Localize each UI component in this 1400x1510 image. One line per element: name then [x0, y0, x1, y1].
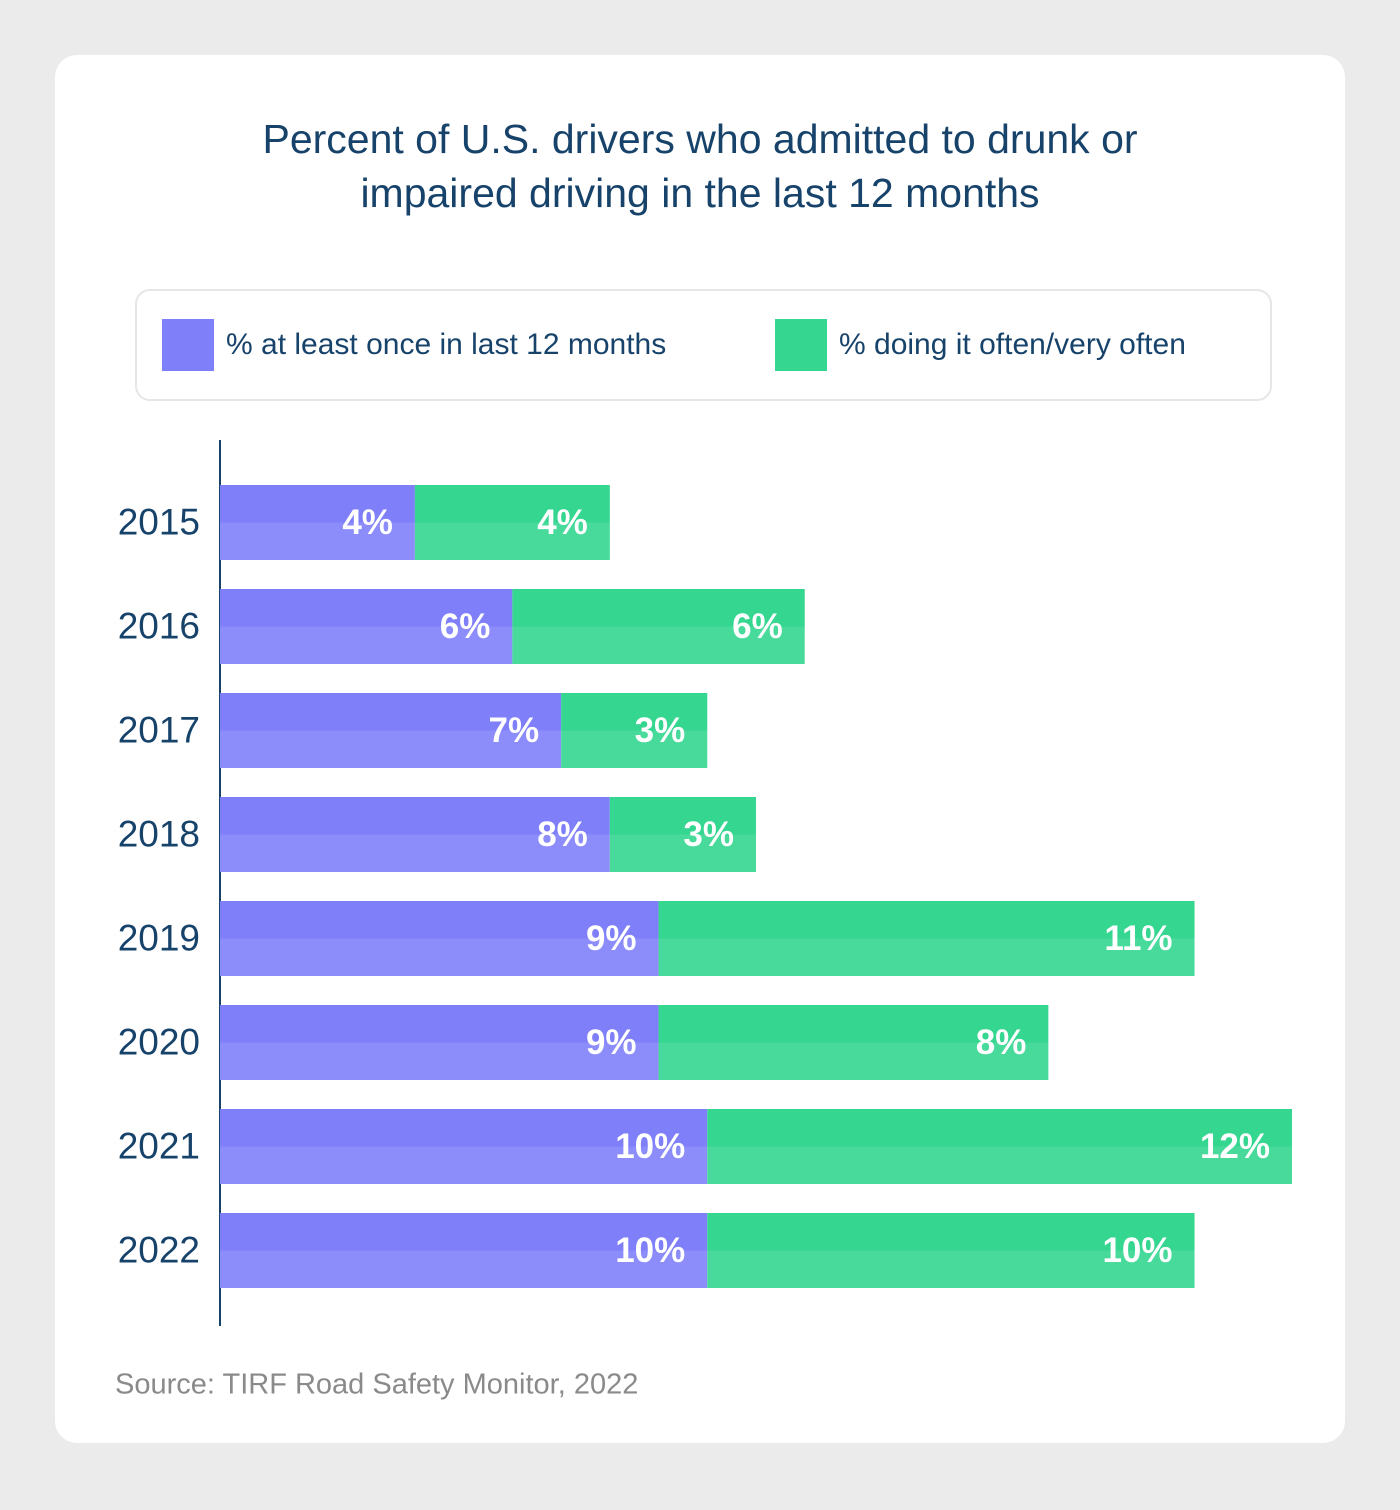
- y-tick-label: 2022: [118, 1229, 200, 1270]
- value-label: 9%: [586, 1023, 637, 1062]
- bar-segment: [609, 797, 756, 872]
- bar-segment: [658, 1005, 1049, 1080]
- bar-segment: [220, 1213, 708, 1288]
- bar-segment: [220, 485, 415, 560]
- source: Source: TIRF Road Safety Monitor, 2022: [115, 1369, 638, 1401]
- legend-label: % at least once in last 12 months: [226, 328, 666, 361]
- bar-segment: [220, 1109, 708, 1184]
- bar-segment: [512, 589, 805, 664]
- legend-box: [135, 289, 1272, 401]
- bar-segment: [220, 693, 562, 768]
- value-label: 3%: [683, 815, 734, 854]
- value-label: 4%: [537, 503, 588, 542]
- value-label: 9%: [586, 919, 637, 958]
- y-tick-label: 2017: [118, 709, 200, 750]
- bar-segment: [220, 589, 513, 664]
- legend-swatch: [162, 319, 214, 371]
- y-tick-label: 2016: [118, 605, 200, 646]
- bar-segment: [220, 797, 610, 872]
- bar-segment: [707, 1109, 1292, 1184]
- value-label: 11%: [1104, 919, 1172, 958]
- chart-title: Percent of U.S. drivers who admitted to …: [262, 116, 1138, 216]
- bar-segment: [707, 1213, 1195, 1288]
- value-label: 7%: [488, 711, 539, 750]
- value-label: 6%: [732, 607, 783, 646]
- y-tick-label: 2015: [118, 501, 200, 542]
- legend-label: % doing it often/very often: [839, 328, 1186, 361]
- value-label: 10%: [1102, 1231, 1172, 1270]
- y-tick-label: 2019: [118, 917, 200, 958]
- value-label: 10%: [615, 1231, 685, 1270]
- y-tick-label: 2021: [118, 1125, 200, 1166]
- value-label: 12%: [1200, 1127, 1270, 1166]
- y-tick-label: 2018: [118, 813, 200, 854]
- y-tick-label: 2020: [118, 1021, 200, 1062]
- bar-segment: [220, 1005, 659, 1080]
- value-label: 6%: [440, 607, 491, 646]
- value-label: 8%: [976, 1023, 1027, 1062]
- bar-segment: [658, 901, 1195, 976]
- value-label: 4%: [342, 503, 393, 542]
- value-label: 8%: [537, 815, 588, 854]
- legend-swatch: [775, 319, 827, 371]
- value-label: 3%: [635, 711, 686, 750]
- bar-segment: [561, 693, 708, 768]
- bar-segment: [220, 901, 659, 976]
- value-label: 10%: [615, 1127, 685, 1166]
- bar-segment: [414, 485, 610, 560]
